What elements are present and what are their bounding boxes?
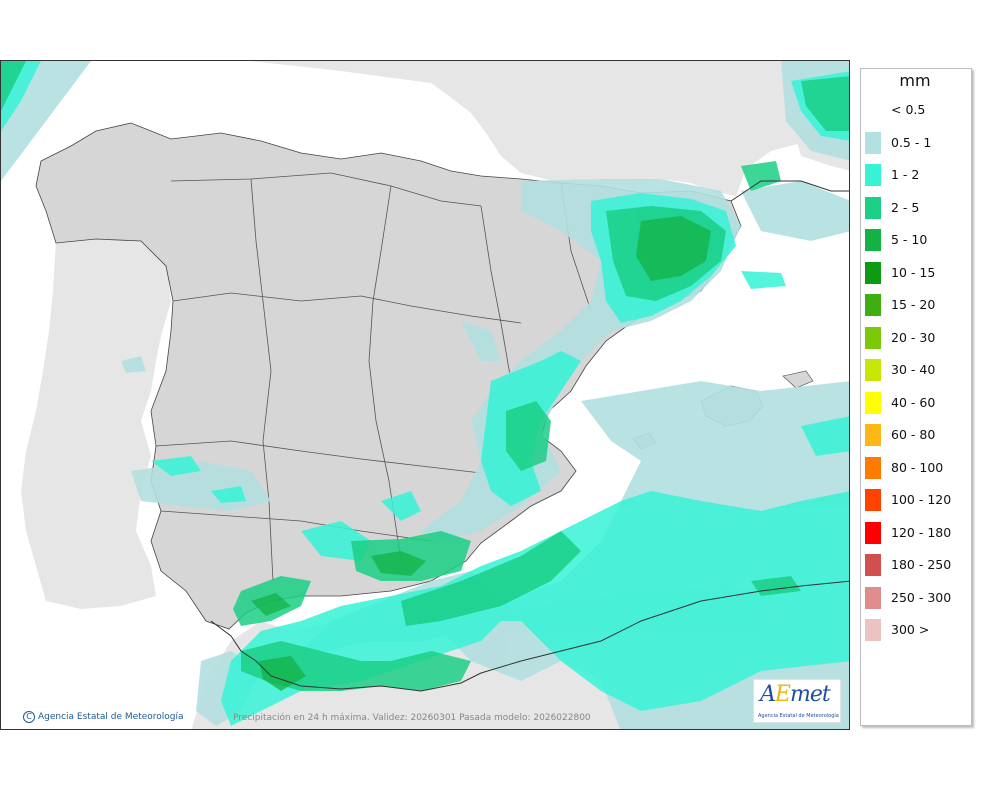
legend-item: 20 - 30 xyxy=(865,326,969,349)
legend-swatch xyxy=(865,521,881,544)
aemet-logo-subtitle: Agencia Estatal de Meteorología xyxy=(758,713,839,719)
land-menorca xyxy=(782,370,814,389)
legend-swatch xyxy=(865,196,881,219)
legend-label: 80 - 100 xyxy=(891,459,944,475)
legend-item: 5 - 10 xyxy=(865,229,969,251)
legend-swatch xyxy=(865,586,881,609)
legend-label: 10 - 15 xyxy=(891,264,936,280)
legend-label: 100 - 120 xyxy=(891,492,952,507)
legend-item: 1 - 2 xyxy=(865,164,969,186)
legend-swatch xyxy=(865,391,881,414)
legend-label: 120 - 180 xyxy=(891,524,952,540)
legend-swatch xyxy=(865,294,881,316)
precip-5-10 xyxy=(251,216,711,691)
legend-item: 30 - 40 xyxy=(865,359,969,381)
legend-label: 2 - 5 xyxy=(891,199,920,215)
legend-label: 40 - 60 xyxy=(891,394,936,410)
copyright-icon: C xyxy=(23,711,35,723)
legend-swatch xyxy=(865,554,881,576)
aemet-logo-mark: AEmet xyxy=(760,682,831,707)
legend-item: 0.5 - 1 xyxy=(865,131,969,154)
legend-swatch xyxy=(865,619,881,641)
legend-swatch xyxy=(865,164,881,186)
legend-swatch xyxy=(865,424,881,446)
legend-item: 15 - 20 xyxy=(865,294,969,316)
legend-unit: mm xyxy=(899,71,931,90)
legend-label: 250 - 300 xyxy=(891,589,952,605)
precipitation-legend: mm < 0.5 0.5 - 1 1 - 2 2 - 5 5 - 10 10 - 15 15… xyxy=(860,68,972,726)
legend-label: 180 - 250 xyxy=(891,557,952,572)
legend-swatch xyxy=(865,359,881,381)
legend-item: 300 > xyxy=(865,619,969,641)
legend-item: 250 - 300 xyxy=(865,586,969,609)
legend-swatch xyxy=(865,131,881,154)
legend-label: 1 - 2 xyxy=(891,167,920,182)
legend-swatch xyxy=(865,456,881,479)
legend-swatch xyxy=(865,261,881,284)
legend-item: 80 - 100 xyxy=(865,456,969,479)
legend-swatch xyxy=(865,99,881,121)
legend-label: 30 - 40 xyxy=(891,362,936,377)
legend-item: 120 - 180 xyxy=(865,521,969,544)
credit-label: C Agencia Estatal de Meteorología xyxy=(23,711,184,723)
legend-label: 60 - 80 xyxy=(891,427,936,442)
map-caption: Precipitación en 24 h máxima. Validez: 2… xyxy=(233,713,591,723)
coastlines xyxy=(210,180,849,692)
aemet-logo: AEmet Agencia Estatal de Meteorología xyxy=(753,679,841,723)
legend-item: 40 - 60 xyxy=(865,391,969,414)
legend-swatch xyxy=(865,229,881,251)
legend-item: 100 - 120 xyxy=(865,489,969,511)
legend-swatch xyxy=(865,489,881,511)
legend-label: 300 > xyxy=(891,622,930,637)
precipitation-map: C Agencia Estatal de Meteorología Precipi… xyxy=(0,60,850,730)
legend-label: 15 - 20 xyxy=(891,297,936,312)
legend-item: 10 - 15 xyxy=(865,261,969,284)
legend-label: < 0.5 xyxy=(891,102,926,117)
legend-item: 60 - 80 xyxy=(865,424,969,446)
legend-swatch xyxy=(865,326,881,349)
legend-label: 20 - 30 xyxy=(891,329,936,345)
land-portugal xyxy=(21,236,171,609)
legend-label: 5 - 10 xyxy=(891,232,928,247)
legend-item: < 0.5 xyxy=(865,99,969,121)
land-france xyxy=(251,61,849,196)
legend-item: 2 - 5 xyxy=(865,196,969,219)
legend-item: 180 - 250 xyxy=(865,554,969,576)
map-canvas xyxy=(1,61,849,729)
credit-text: Agencia Estatal de Meteorología xyxy=(38,712,184,722)
legend-label: 0.5 - 1 xyxy=(891,134,932,150)
